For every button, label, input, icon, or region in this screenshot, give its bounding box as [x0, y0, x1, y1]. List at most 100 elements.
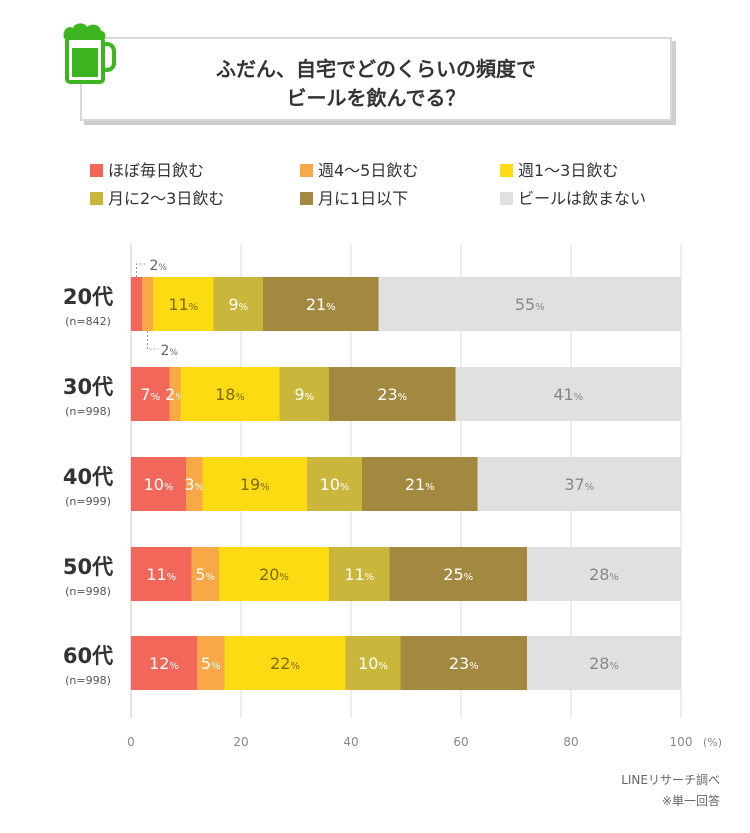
answer-type-note: ※単一回答 — [661, 794, 720, 808]
bar-segment — [213, 277, 263, 331]
bar-segment — [307, 457, 362, 511]
data-label-unit: % — [425, 482, 435, 493]
legend-swatch — [300, 192, 313, 205]
data-label-unit: % — [609, 572, 619, 583]
bar-segment — [169, 367, 181, 421]
x-tick-label: 40 — [343, 735, 358, 749]
data-label-unit: % — [290, 661, 300, 672]
sample-size-label: (n=998) — [65, 405, 111, 418]
bar-segment — [131, 636, 197, 690]
legend-label: 週4～5日飲む — [318, 161, 419, 180]
data-label-unit: % — [469, 661, 479, 672]
category-label: 20代 — [63, 285, 113, 309]
bar-segment — [455, 367, 681, 421]
bar-segment — [263, 277, 379, 331]
x-tick-label: 100 — [670, 735, 693, 749]
legend-swatch — [300, 164, 313, 177]
legend-item: 月に2～3日飲む — [90, 189, 224, 209]
x-tick-label: 60 — [453, 735, 468, 749]
callout-leader — [136, 263, 148, 277]
data-label-unit: % — [151, 392, 161, 403]
sample-size-label: (n=998) — [65, 585, 111, 598]
bar-segment — [142, 277, 153, 331]
x-tick-label: 80 — [563, 735, 578, 749]
data-label-unit: % — [175, 392, 185, 403]
legend-swatch — [90, 192, 103, 205]
data-label-unit: % — [305, 392, 315, 403]
data-label-unit: % — [585, 482, 595, 493]
category-label: 40代 — [63, 465, 113, 489]
legend-label: 月に2～3日飲む — [108, 189, 225, 208]
legend-item: 週1～3日飲む — [500, 161, 618, 181]
legend-label: 週1～3日飲む — [518, 161, 619, 180]
legend-item: 月に1日以下 — [300, 189, 408, 209]
bar-segment — [131, 277, 142, 331]
sample-size-label: (n=842) — [65, 315, 111, 328]
data-label-unit: % — [398, 392, 408, 403]
sample-size-label: (n=999) — [65, 495, 111, 508]
legend-swatch — [500, 192, 513, 205]
callout-label: 2% — [161, 343, 179, 359]
legend-item: ビールは飲まない — [500, 189, 646, 209]
bar-segment — [180, 367, 280, 421]
bar-segment — [400, 636, 527, 690]
data-label-unit: % — [279, 572, 289, 583]
callout-leader — [147, 331, 159, 350]
bar-segment — [202, 457, 307, 511]
source-note: LINEリサーチ調べ — [621, 773, 720, 787]
bar-segment — [279, 367, 329, 421]
bar-segment — [131, 367, 170, 421]
bar-segment — [527, 547, 681, 601]
data-label-unit: % — [167, 572, 177, 583]
bar-segment — [527, 636, 681, 690]
data-label-unit: % — [574, 392, 584, 403]
data-label-unit: % — [260, 482, 270, 493]
legend-item: 週4～5日飲む — [300, 161, 418, 181]
bar-segment — [345, 636, 401, 690]
bar-segment — [131, 457, 186, 511]
sample-size-label: (n=998) — [65, 674, 111, 687]
bar-segment — [329, 367, 456, 421]
data-label-unit: % — [235, 392, 245, 403]
category-label: 60代 — [63, 644, 113, 668]
bar-segment — [197, 636, 225, 690]
legend-label: ほぼ毎日飲む — [108, 161, 205, 180]
data-label-unit: % — [326, 302, 336, 313]
data-label-unit: % — [239, 302, 249, 313]
bar-segment — [329, 547, 390, 601]
callout-label-unit: % — [158, 263, 167, 273]
data-label-unit: % — [340, 482, 350, 493]
x-axis-unit: (%) — [703, 736, 722, 749]
legend-label: 月に1日以下 — [318, 189, 409, 208]
data-label-unit: % — [189, 302, 199, 313]
data-label-unit: % — [164, 482, 174, 493]
chart-title-line-1: ふだん、自宅でどのくらいの頻度で — [216, 57, 536, 81]
legend-item: ほぼ毎日飲む — [90, 161, 204, 181]
bar-segment — [389, 547, 527, 601]
bar-segment — [186, 457, 203, 511]
bar-segment — [153, 277, 214, 331]
bar-segment — [378, 277, 681, 331]
data-label-unit: % — [169, 661, 179, 672]
x-tick-label: 20 — [233, 735, 248, 749]
legend-swatch — [90, 164, 103, 177]
title-box: ふだん、自宅でどのくらいの頻度で ビールを飲んでる？ — [80, 37, 672, 121]
bar-segment — [191, 547, 219, 601]
data-label-unit: % — [195, 482, 205, 493]
chart-title-line-2: ビールを飲んでる？ — [286, 86, 466, 110]
bar-segment — [131, 547, 192, 601]
bar-segment — [219, 547, 329, 601]
category-label: 30代 — [63, 375, 113, 399]
bar-segment — [224, 636, 346, 690]
data-label-unit: % — [535, 302, 545, 313]
callout-label: 2% — [150, 258, 168, 274]
beer-mug-icon — [63, 23, 116, 84]
category-label: 50代 — [63, 555, 113, 579]
legend-swatch — [500, 164, 513, 177]
data-label-unit: % — [211, 661, 221, 672]
data-label-unit: % — [378, 661, 388, 672]
x-tick-label: 0 — [127, 735, 135, 749]
bar-segment — [362, 457, 478, 511]
data-label-unit: % — [206, 572, 216, 583]
